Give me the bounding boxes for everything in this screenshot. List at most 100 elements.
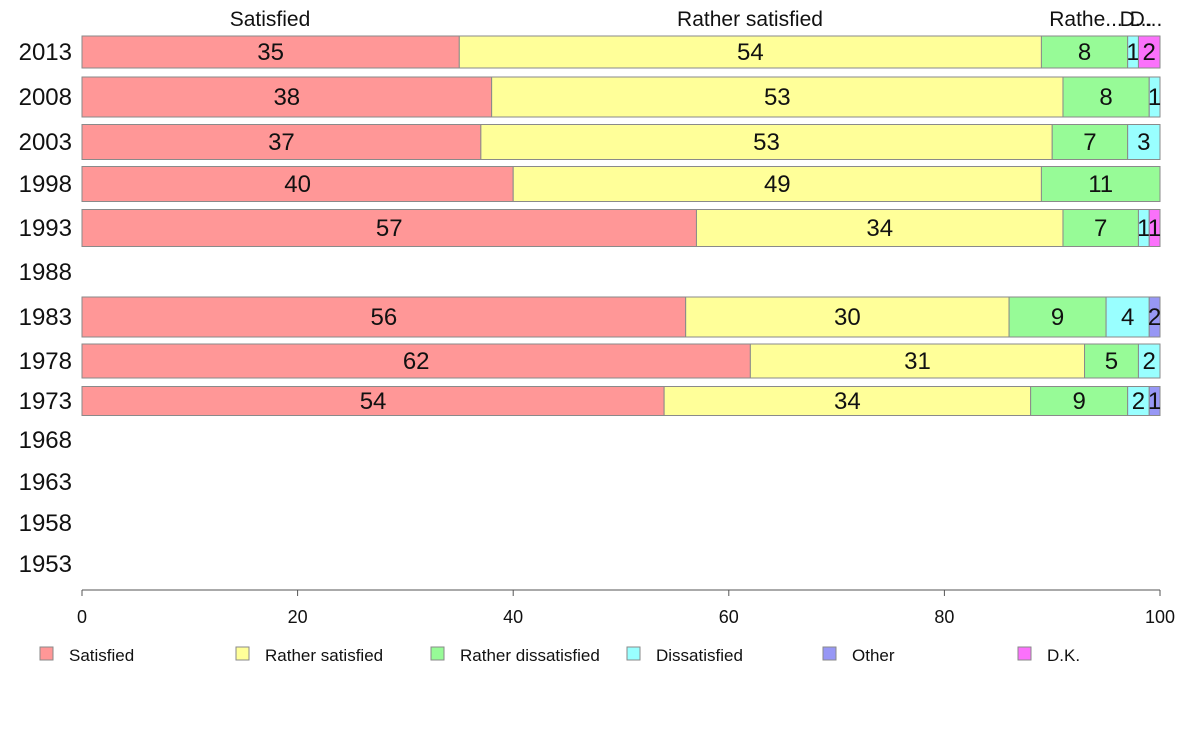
- y-tick-label: 1988: [19, 259, 72, 286]
- legend-swatch: [1017, 646, 1032, 661]
- legend: Satisfied Rather satisfied Rather dissatis…: [39, 646, 1080, 665]
- bar-segment: [1148, 386, 1161, 416]
- legend-item: Rather dissatisfied: [430, 646, 600, 665]
- bar-value-label: 54: [360, 388, 387, 415]
- legend-item: Rather satisfied: [235, 646, 383, 665]
- bar-value-label: 34: [866, 215, 893, 242]
- legend-swatch: [822, 646, 837, 661]
- bar-value-label: 56: [370, 304, 397, 331]
- y-tick-label: 1983: [19, 304, 72, 331]
- bar-segment: [1008, 296, 1107, 338]
- bar-value-label: 8: [1099, 84, 1112, 111]
- bar-segment: [81, 166, 514, 202]
- bar-segment: [1137, 343, 1161, 379]
- bar-segment: [1137, 35, 1161, 69]
- bar-segment: [749, 343, 1086, 379]
- legend-item: Satisfied: [39, 646, 134, 665]
- bar-value-label: 57: [376, 215, 403, 242]
- legend-label: Rather satisfied: [265, 646, 383, 665]
- bar-segment: [480, 124, 1053, 160]
- bar-value-label: 53: [753, 129, 780, 156]
- legend-label: D.K.: [1047, 646, 1080, 665]
- bar-value-label: 1: [1148, 84, 1161, 111]
- bar-segment: [695, 209, 1064, 247]
- legend-swatch: [39, 646, 54, 661]
- bar-value-label: 7: [1094, 215, 1107, 242]
- bar-value-label: 11: [1088, 171, 1113, 198]
- bar-segment: [1030, 386, 1129, 416]
- column-header: D...: [1130, 8, 1163, 31]
- bar-value-label: 1: [1148, 388, 1161, 415]
- y-tick-label: 1968: [19, 427, 72, 454]
- bar-segment: [1062, 209, 1139, 247]
- legend-label: Rather dissatisfied: [460, 646, 600, 665]
- bar-segment: [1127, 124, 1161, 160]
- bar-value-label: 4: [1121, 304, 1134, 331]
- bar-segment: [1148, 76, 1161, 118]
- legend-label: Dissatisfied: [656, 646, 743, 665]
- legend-swatch: [626, 646, 641, 661]
- bar-segment: [1051, 124, 1129, 160]
- bar-value-label: 7: [1083, 129, 1096, 156]
- legend-swatch: [430, 646, 445, 661]
- column-header: Rathe...: [1049, 8, 1123, 31]
- bar-value-label: 1: [1148, 215, 1161, 242]
- bar-value-label: 2: [1148, 304, 1161, 331]
- x-tick-label: 100: [1145, 607, 1175, 627]
- legend-item: Dissatisfied: [626, 646, 743, 665]
- y-tick-label: 1978: [19, 348, 72, 375]
- bar-segment: [1062, 76, 1150, 118]
- x-tick-label: 60: [719, 607, 739, 627]
- y-tick-label: 2013: [19, 39, 72, 66]
- y-tick-label: 1998: [19, 171, 72, 198]
- x-tick-label: 0: [77, 607, 87, 627]
- bar-segment: [1105, 296, 1150, 338]
- bar-segment: [81, 386, 665, 416]
- y-tick-label: 1958: [19, 510, 72, 537]
- bar-value-label: 49: [764, 171, 791, 198]
- bar-value-label: 9: [1072, 388, 1085, 415]
- bar-value-label: 31: [904, 348, 931, 375]
- x-axis: 0 20 40 60 80 100: [77, 589, 1175, 627]
- y-tick-label: 1993: [19, 215, 72, 242]
- bar-segment: [1040, 166, 1161, 202]
- y-tick-label: 1973: [19, 388, 72, 415]
- bar-value-label: 62: [403, 348, 430, 375]
- bar-value-label: 9: [1051, 304, 1064, 331]
- bar-value-label: 30: [834, 304, 861, 331]
- bar-segment: [81, 343, 751, 379]
- bar-value-label: 53: [764, 84, 791, 111]
- bar-value-label: 35: [257, 39, 284, 66]
- bar-segment: [81, 209, 697, 247]
- bar-segment: [491, 76, 1064, 118]
- bar-value-label: 38: [273, 84, 300, 111]
- y-tick-label: 1963: [19, 469, 72, 496]
- bar-value-label: 3: [1137, 129, 1150, 156]
- bar-value-label: 2: [1143, 39, 1156, 66]
- bar-value-label: 40: [284, 171, 311, 198]
- legend-label: Satisfied: [69, 646, 134, 665]
- legend-item: Other: [822, 646, 895, 665]
- y-tick-label: 2003: [19, 129, 72, 156]
- bar-value-label: 37: [268, 129, 295, 156]
- bar-segment: [512, 166, 1042, 202]
- y-tick-label: 2008: [19, 84, 72, 111]
- column-header: Satisfied: [230, 8, 311, 31]
- column-header: Rather satisfied: [677, 8, 823, 31]
- bar-value-label: 1: [1137, 215, 1150, 242]
- bar-segment: [81, 296, 687, 338]
- bar-segment: [1148, 209, 1161, 247]
- bar-value-label: 2: [1132, 388, 1145, 415]
- x-tick-label: 20: [288, 607, 308, 627]
- bar-value-label: 5: [1105, 348, 1118, 375]
- bar-value-label: 1: [1126, 39, 1139, 66]
- y-tick-label: 1953: [19, 551, 72, 578]
- x-tick-label: 80: [934, 607, 954, 627]
- bar-value-label: 2: [1143, 348, 1156, 375]
- bar-value-label: 54: [737, 39, 764, 66]
- x-tick-label: 40: [503, 607, 523, 627]
- bar-segment: [663, 386, 1032, 416]
